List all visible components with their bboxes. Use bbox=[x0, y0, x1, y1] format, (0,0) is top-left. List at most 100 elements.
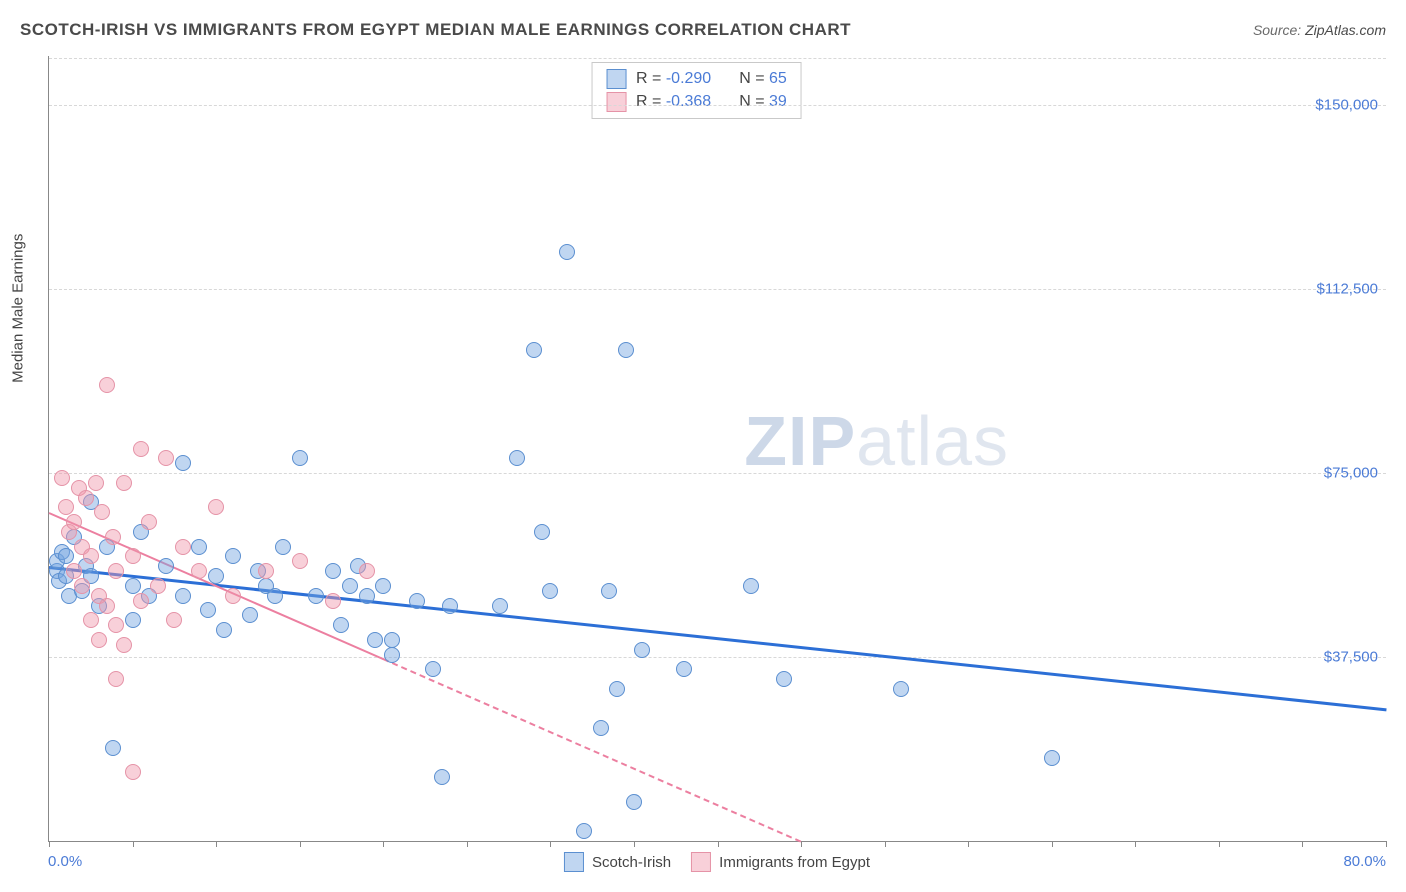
data-point bbox=[325, 593, 341, 609]
x-tick bbox=[133, 841, 134, 847]
data-point bbox=[150, 578, 166, 594]
data-point bbox=[618, 342, 634, 358]
data-point bbox=[158, 558, 174, 574]
data-point bbox=[108, 563, 124, 579]
trend-line bbox=[383, 658, 802, 842]
data-point bbox=[1044, 750, 1060, 766]
data-point bbox=[292, 553, 308, 569]
data-point bbox=[116, 637, 132, 653]
data-point bbox=[175, 588, 191, 604]
gridline bbox=[49, 105, 1386, 106]
data-point bbox=[258, 563, 274, 579]
x-axis-min-label: 0.0% bbox=[48, 853, 82, 870]
data-point bbox=[125, 764, 141, 780]
source-link[interactable]: ZipAtlas.com bbox=[1305, 22, 1386, 38]
data-point bbox=[275, 539, 291, 555]
legend-item: Immigrants from Egypt bbox=[691, 852, 870, 872]
scatter-plot: ZIPatlas R = -0.290N = 65 R = -0.368 N = 3… bbox=[48, 56, 1386, 842]
data-point bbox=[375, 578, 391, 594]
data-point bbox=[208, 568, 224, 584]
data-point bbox=[133, 593, 149, 609]
gridline bbox=[49, 473, 1386, 474]
data-point bbox=[509, 450, 525, 466]
data-point bbox=[359, 563, 375, 579]
data-point bbox=[78, 490, 94, 506]
data-point bbox=[54, 470, 70, 486]
data-point bbox=[108, 617, 124, 633]
correlation-legend: R = -0.290N = 65 R = -0.368 N = 39 bbox=[591, 62, 802, 119]
data-point bbox=[116, 475, 132, 491]
data-point bbox=[58, 499, 74, 515]
legend-row: R = -0.290N = 65 bbox=[606, 69, 787, 89]
x-axis-max-label: 80.0% bbox=[1343, 853, 1386, 870]
data-point bbox=[125, 612, 141, 628]
data-point bbox=[83, 548, 99, 564]
data-point bbox=[559, 244, 575, 260]
y-tick-label: $75,000 bbox=[1324, 465, 1378, 482]
data-point bbox=[74, 578, 90, 594]
data-point bbox=[175, 539, 191, 555]
data-point bbox=[125, 578, 141, 594]
data-point bbox=[333, 617, 349, 633]
legend-r: R = -0.368 bbox=[636, 93, 711, 111]
data-point bbox=[141, 514, 157, 530]
data-point bbox=[342, 578, 358, 594]
data-point bbox=[292, 450, 308, 466]
watermark: ZIPatlas bbox=[744, 401, 1009, 481]
data-point bbox=[267, 588, 283, 604]
data-point bbox=[83, 612, 99, 628]
data-point bbox=[99, 377, 115, 393]
data-point bbox=[743, 578, 759, 594]
x-tick bbox=[1219, 841, 1220, 847]
gridline bbox=[49, 289, 1386, 290]
data-point bbox=[359, 588, 375, 604]
data-point bbox=[58, 548, 74, 564]
x-tick bbox=[1386, 841, 1387, 847]
x-tick bbox=[885, 841, 886, 847]
data-point bbox=[776, 671, 792, 687]
x-tick bbox=[1135, 841, 1136, 847]
x-tick bbox=[634, 841, 635, 847]
x-tick bbox=[467, 841, 468, 847]
gridline bbox=[49, 657, 1386, 658]
data-point bbox=[593, 720, 609, 736]
series-legend: Scotch-IrishImmigrants from Egypt bbox=[564, 852, 870, 872]
legend-row: R = -0.368 N = 39 bbox=[606, 92, 787, 112]
x-tick bbox=[1302, 841, 1303, 847]
data-point bbox=[125, 548, 141, 564]
watermark-rest: atlas bbox=[856, 402, 1009, 480]
data-point bbox=[308, 588, 324, 604]
data-point bbox=[88, 475, 104, 491]
data-point bbox=[66, 514, 82, 530]
source-attribution: Source: ZipAtlas.com bbox=[1253, 22, 1386, 38]
y-tick-label: $112,500 bbox=[1317, 281, 1378, 298]
data-point bbox=[542, 583, 558, 599]
legend-r: R = -0.290 bbox=[636, 70, 711, 88]
data-point bbox=[216, 622, 232, 638]
legend-swatch bbox=[564, 852, 584, 872]
data-point bbox=[434, 769, 450, 785]
chart-header: SCOTCH-IRISH VS IMMIGRANTS FROM EGYPT ME… bbox=[20, 20, 1386, 40]
gridline bbox=[49, 58, 1386, 59]
data-point bbox=[601, 583, 617, 599]
x-tick bbox=[300, 841, 301, 847]
data-point bbox=[492, 598, 508, 614]
x-tick bbox=[718, 841, 719, 847]
x-tick bbox=[1052, 841, 1053, 847]
data-point bbox=[676, 661, 692, 677]
legend-swatch bbox=[606, 69, 626, 89]
x-tick bbox=[801, 841, 802, 847]
data-point bbox=[105, 740, 121, 756]
data-point bbox=[91, 632, 107, 648]
source-prefix: Source: bbox=[1253, 22, 1305, 38]
data-point bbox=[105, 529, 121, 545]
data-point bbox=[626, 794, 642, 810]
data-point bbox=[175, 455, 191, 471]
legend-n: N = 39 bbox=[739, 93, 787, 111]
data-point bbox=[133, 441, 149, 457]
data-point bbox=[384, 647, 400, 663]
data-point bbox=[425, 661, 441, 677]
data-point bbox=[409, 593, 425, 609]
legend-swatch bbox=[606, 92, 626, 112]
data-point bbox=[526, 342, 542, 358]
